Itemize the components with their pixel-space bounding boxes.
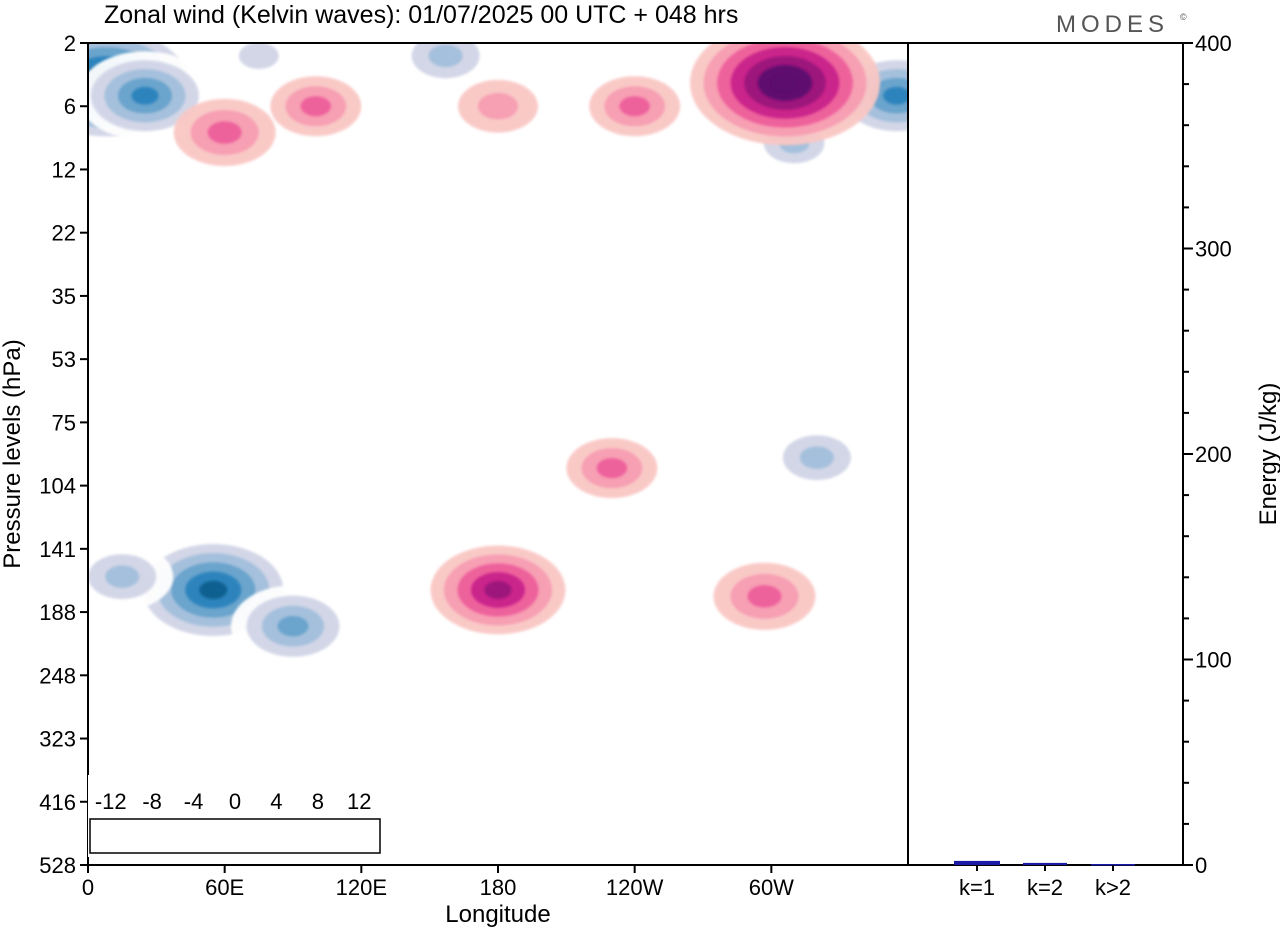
heatmap-contour <box>747 585 782 608</box>
colorbar-frame <box>89 818 381 854</box>
energy-x-tick-label: k=1 <box>959 875 995 900</box>
colorbar-label: -12 <box>95 789 127 814</box>
heatmap-contour <box>619 96 650 117</box>
energy-y-ticks: 0 100 200 300 400 <box>1183 31 1232 878</box>
x-tick-label: 120E <box>336 875 387 900</box>
colorbar-label: 4 <box>270 789 282 814</box>
x-tick-label: 60E <box>205 875 244 900</box>
brand-mark: © <box>1180 12 1187 22</box>
energy-tick-label: 0 <box>1195 853 1207 878</box>
y-tick-label: 141 <box>39 537 76 562</box>
colorbar: -12 -8 -4 0 4 8 12 <box>88 775 406 857</box>
heatmap-contour <box>277 616 309 637</box>
heatmap-contour <box>428 44 463 68</box>
heatmap-contour <box>105 565 140 588</box>
heatmap-plot <box>88 43 908 850</box>
colorbar-background <box>88 775 406 857</box>
energy-tick-label: 400 <box>1195 31 1232 56</box>
heatmap-contour <box>484 581 512 599</box>
y-tick-label: 104 <box>39 474 76 499</box>
heatmap-contour <box>300 96 331 117</box>
y-axis-label: Pressure levels (hPa) <box>0 339 26 568</box>
energy-x-tick-label: k=2 <box>1027 875 1063 900</box>
energy-x-tick-label: k>2 <box>1095 875 1131 900</box>
heatmap-contour <box>207 121 242 144</box>
chart-title: Zonal wind (Kelvin waves): 01/07/2025 00… <box>104 1 738 29</box>
y-tick-label: 53 <box>52 347 76 372</box>
energy-bar <box>1023 862 1067 865</box>
x-axis-label: Longitude <box>445 901 550 928</box>
energy-bar <box>1091 864 1135 866</box>
colorbar-label: -4 <box>184 789 204 814</box>
heatmap-contour <box>799 446 834 469</box>
heatmap-contour <box>478 93 518 120</box>
heatmap-x-ticks: 0 60E 120E 180 120W 60W <box>82 865 794 900</box>
energy-bar <box>954 860 1000 865</box>
colorbar-label: 0 <box>229 789 241 814</box>
heatmap-contour <box>883 86 908 105</box>
y-tick-label: 188 <box>39 600 76 625</box>
energy-tick-label: 300 <box>1195 237 1232 262</box>
x-tick-label: 60W <box>749 875 794 900</box>
y-tick-label: 12 <box>52 157 76 182</box>
y-tick-label: 416 <box>39 790 76 815</box>
y-tick-label: 248 <box>39 663 76 688</box>
heatmap-y-ticks: 2 6 12 22 35 53 75 104 141 188 248 323 416 528 <box>39 31 88 878</box>
heatmap-contour <box>771 73 799 92</box>
x-tick-label: 0 <box>82 875 94 900</box>
y-tick-label: 323 <box>39 727 76 752</box>
x-tick-label: 120W <box>606 875 664 900</box>
heatmap-contour <box>238 43 279 70</box>
y-tick-label: 35 <box>52 284 76 309</box>
y-tick-label: 6 <box>64 94 76 119</box>
heatmap-contour <box>596 458 628 479</box>
energy-axis-label: Energy (J/kg) <box>1255 383 1280 526</box>
colorbar-label: -8 <box>142 789 162 814</box>
energy-bars: k=1 k=2 k>2 <box>954 860 1135 900</box>
colorbar-label: 12 <box>347 789 371 814</box>
energy-panel-frame <box>907 42 1184 866</box>
x-tick-label: 180 <box>480 875 517 900</box>
y-tick-label: 22 <box>52 221 76 246</box>
energy-tick-label: 200 <box>1195 442 1232 467</box>
heatmap-contour <box>131 86 159 105</box>
y-tick-label: 75 <box>52 410 76 435</box>
brand-logo: MODES <box>1056 11 1169 38</box>
heatmap-contour <box>199 580 228 600</box>
y-tick-label: 528 <box>39 853 76 878</box>
colorbar-label: 8 <box>312 789 324 814</box>
energy-tick-label: 100 <box>1195 648 1232 673</box>
y-tick-label: 2 <box>64 31 76 56</box>
